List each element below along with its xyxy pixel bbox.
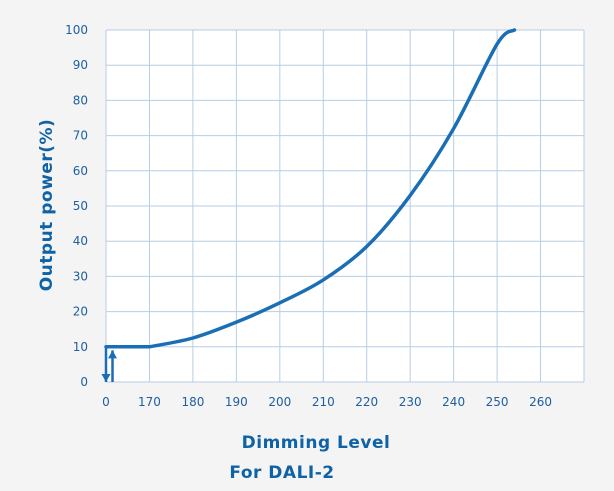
y-tick-label: 10 <box>73 340 88 354</box>
y-tick-label: 30 <box>73 269 88 283</box>
x-tick-label: 220 <box>355 395 378 409</box>
y-tick-label: 0 <box>80 375 88 389</box>
x-axis-label-line-2: For DALI-2 <box>229 463 334 483</box>
x-axis-ticks: 0 170 180 190 200 210 220 230 240 250 260 <box>102 395 552 409</box>
y-tick-label: 40 <box>73 234 88 248</box>
arrow-head-up <box>108 350 118 359</box>
grid <box>105 29 585 383</box>
x-tick-label: 240 <box>442 395 465 409</box>
x-tick-label: 250 <box>486 395 509 409</box>
y-tick-label: 100 <box>65 23 88 37</box>
x-tick-label: 180 <box>181 395 204 409</box>
y-axis-ticks: 0 10 20 30 40 50 60 70 80 90 100 <box>65 23 88 389</box>
annotation-layer <box>101 346 118 382</box>
arrow-head-down <box>101 374 111 382</box>
x-tick-label: 170 <box>138 395 161 409</box>
x-axis-label-line-1: Dimming Level <box>242 433 391 453</box>
y-tick-label: 50 <box>73 199 88 213</box>
y-tick-label: 90 <box>73 58 88 72</box>
x-tick-label: 230 <box>399 395 422 409</box>
y-axis-label: Output power(%) <box>37 119 57 292</box>
y-tick-label: 80 <box>73 93 88 107</box>
y-tick-label: 60 <box>73 164 88 178</box>
x-tick-label: 210 <box>312 395 335 409</box>
series-line <box>104 28 517 349</box>
series-layer <box>104 28 517 349</box>
y-tick-label: 20 <box>73 305 88 319</box>
y-tick-label: 70 <box>73 129 88 143</box>
x-tick-label: 260 <box>529 395 552 409</box>
x-tick-label: 200 <box>268 395 291 409</box>
x-tick-label: 0 <box>102 395 110 409</box>
x-tick-label: 190 <box>225 395 248 409</box>
